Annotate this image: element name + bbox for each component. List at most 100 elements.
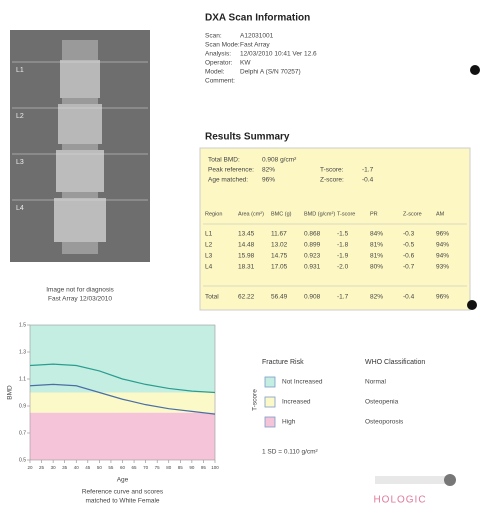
x-tick-label: 65 xyxy=(132,465,138,470)
risk-band xyxy=(30,325,215,393)
legend-label: High xyxy=(282,419,296,426)
x-axis-label: Age xyxy=(117,477,129,484)
risk-band xyxy=(30,413,215,460)
table-cell: 93% xyxy=(436,264,449,271)
x-tick-label: 30 xyxy=(51,465,57,470)
table-total: 96% xyxy=(436,294,449,301)
legend-swatch xyxy=(265,397,275,407)
dot xyxy=(467,300,477,310)
results-title: Results Summary xyxy=(205,132,290,143)
table-header: Z-score xyxy=(403,211,422,217)
y-tick-label: 1.3 xyxy=(19,349,26,355)
x-tick-label: 80 xyxy=(166,465,172,470)
table-cell: 0.899 xyxy=(304,242,321,249)
x-tick-label: 75 xyxy=(155,465,161,470)
x-tick-label: 50 xyxy=(97,465,103,470)
table-cell: 18.31 xyxy=(238,264,255,271)
info-value: KW xyxy=(240,60,251,67)
table-total: 82% xyxy=(370,294,383,301)
table-cell: -0.7 xyxy=(403,264,415,271)
x-tick-label: 70 xyxy=(143,465,149,470)
y2-axis-label: T-score xyxy=(252,389,259,411)
table-header: BMC (g) xyxy=(271,211,292,217)
table-total: -0.4 xyxy=(403,294,415,301)
logo-bar xyxy=(375,476,450,484)
table-cell: 17.05 xyxy=(271,264,288,271)
summary-cell: Peak reference: xyxy=(208,167,254,174)
logo-dot xyxy=(444,474,456,486)
legend-title: WHO Classification xyxy=(365,359,425,366)
x-tick-label: 35 xyxy=(62,465,68,470)
table-header: T-score xyxy=(337,211,355,217)
table-cell: -1.9 xyxy=(337,253,349,260)
table-cell: 11.67 xyxy=(271,231,287,238)
table-cell: 13.02 xyxy=(271,242,288,249)
table-cell: -0.6 xyxy=(403,253,415,260)
table-cell: 80% xyxy=(370,264,383,271)
info-label: Operator: xyxy=(205,60,233,67)
table-total: -1.7 xyxy=(337,294,349,301)
logo: HOLOGIC xyxy=(373,495,426,506)
table-cell: L2 xyxy=(205,242,213,249)
info-value: A12031001 xyxy=(240,33,274,40)
table-cell: 0.868 xyxy=(304,231,321,238)
vertebra xyxy=(60,60,100,98)
y-tick-label: 1.5 xyxy=(19,322,26,328)
table-header: BMD (g/cm²) xyxy=(304,211,335,217)
table-cell: 94% xyxy=(436,242,449,249)
table-total: 62.22 xyxy=(238,294,255,301)
legend-swatch xyxy=(265,417,275,427)
dot xyxy=(470,65,480,75)
table-total: Total xyxy=(205,294,219,301)
y-axis-label: BMD xyxy=(7,385,14,400)
x-tick-label: 20 xyxy=(27,465,33,470)
table-header: PR xyxy=(370,211,378,217)
summary-cell: -0.4 xyxy=(362,177,374,184)
info-value: 12/03/2010 10:41 Ver 12.6 xyxy=(240,51,317,58)
table-total: 56.49 xyxy=(271,294,288,301)
vertebra-label: L2 xyxy=(16,113,24,120)
scan-info-title: DXA Scan Information xyxy=(205,13,310,24)
table-cell: -0.3 xyxy=(403,231,415,238)
who-label: Osteopenia xyxy=(365,399,399,406)
summary-cell: 82% xyxy=(262,167,275,174)
info-label: Model: xyxy=(205,69,225,76)
y-tick-label: 1.1 xyxy=(19,376,26,382)
table-cell: 15.98 xyxy=(238,253,255,260)
table-cell: 96% xyxy=(436,231,449,238)
report: DXA Scan Information Results Summary L1 L… xyxy=(0,0,481,532)
info-value: Fast Array xyxy=(240,42,270,49)
info-label: Comment: xyxy=(205,78,235,85)
summary-cell: Age matched: xyxy=(208,177,248,184)
table-cell: 13.45 xyxy=(238,231,255,238)
x-tick-label: 90 xyxy=(189,465,195,470)
table-cell: 94% xyxy=(436,253,449,260)
table-header: Area (cm²) xyxy=(238,211,264,217)
x-tick-label: 25 xyxy=(39,465,45,470)
legend-swatch xyxy=(265,377,275,387)
table-cell: 0.923 xyxy=(304,253,321,260)
summary-cell: T-score: xyxy=(320,167,344,174)
risk-band xyxy=(30,393,215,413)
vertebra xyxy=(54,198,106,242)
y-tick-label: 0.9 xyxy=(19,403,26,409)
vertebra xyxy=(56,150,104,192)
table-cell: 81% xyxy=(370,242,383,249)
table-cell: L1 xyxy=(205,231,213,238)
summary-cell: -1.7 xyxy=(362,167,374,174)
table-cell: 14.75 xyxy=(271,253,288,260)
vertebra-label: L4 xyxy=(16,205,24,212)
table-cell: -1.8 xyxy=(337,242,349,249)
legend-title: Fracture Risk xyxy=(262,359,304,366)
summary-cell: 0.908 g/cm² xyxy=(262,157,297,164)
vertebra-label: L3 xyxy=(16,159,24,166)
table-cell: -2.0 xyxy=(337,264,349,271)
x-tick-label: 85 xyxy=(178,465,184,470)
summary-cell: 96% xyxy=(262,177,275,184)
legend-label: Increased xyxy=(282,399,311,406)
summary-cell: Z-score: xyxy=(320,177,344,184)
chart-caption: matched to White Female xyxy=(85,498,159,505)
table-cell: 14.48 xyxy=(238,242,255,249)
image-caption: Fast Array 12/03/2010 xyxy=(48,296,112,303)
vertebra xyxy=(58,104,102,144)
